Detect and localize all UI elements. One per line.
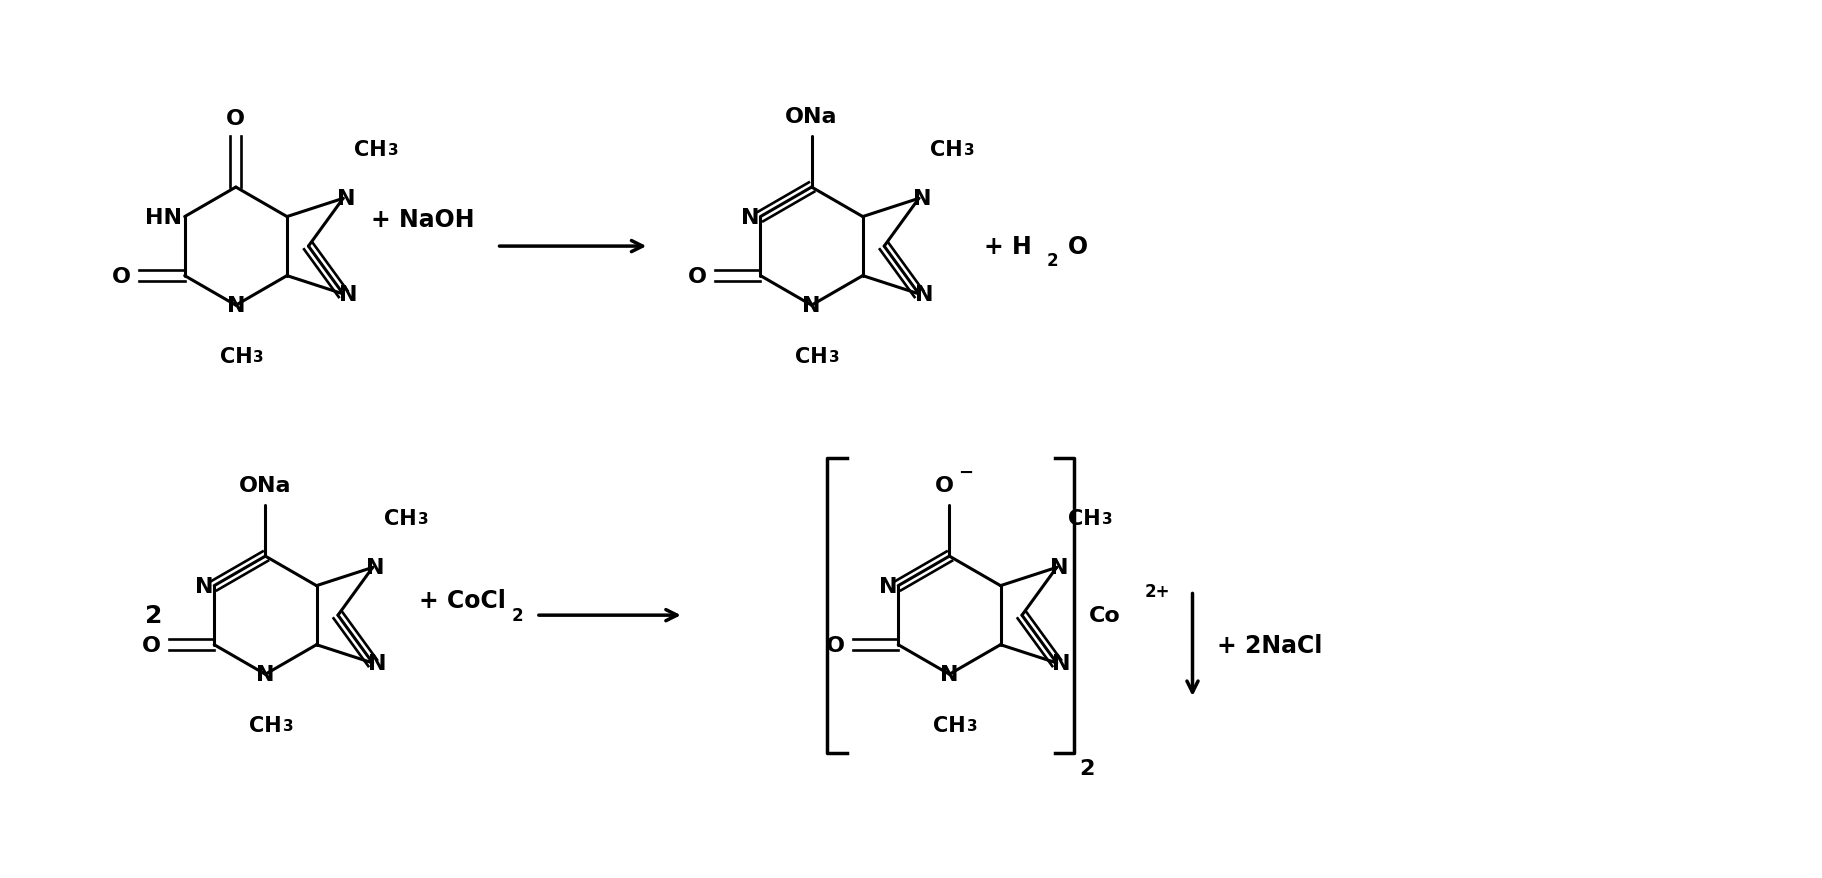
Text: 3: 3	[1102, 511, 1111, 526]
Text: Co: Co	[1090, 606, 1121, 625]
Text: 2: 2	[1048, 252, 1059, 270]
Text: N: N	[802, 296, 822, 316]
Text: CH: CH	[933, 716, 966, 736]
Text: CH: CH	[1068, 508, 1100, 529]
Text: 3: 3	[417, 511, 428, 526]
Text: 2: 2	[512, 607, 523, 624]
Text: N: N	[880, 576, 898, 596]
Text: N: N	[337, 189, 355, 209]
Text: + H: + H	[984, 234, 1031, 259]
Text: 3: 3	[388, 142, 399, 157]
Text: O: O	[142, 635, 160, 655]
Text: −: −	[958, 463, 973, 481]
Text: O: O	[689, 266, 707, 286]
Text: HN: HN	[144, 207, 182, 227]
Text: 2: 2	[1079, 758, 1095, 778]
Text: + CoCl: + CoCl	[419, 589, 507, 613]
Text: N: N	[742, 207, 760, 227]
Text: 3: 3	[282, 718, 293, 733]
Text: 3: 3	[967, 718, 977, 733]
Text: ONa: ONa	[785, 107, 838, 127]
Text: N: N	[368, 653, 386, 673]
Text: CH: CH	[219, 347, 251, 367]
Text: 2+: 2+	[1144, 582, 1170, 600]
Text: CH: CH	[931, 140, 962, 160]
Text: N: N	[940, 665, 958, 685]
Text: 3: 3	[964, 142, 975, 157]
Text: CH: CH	[794, 347, 827, 367]
Text: N: N	[257, 665, 275, 685]
Text: O: O	[1068, 234, 1088, 259]
Text: CH: CH	[355, 140, 386, 160]
Text: O: O	[825, 635, 845, 655]
Text: + NaOH: + NaOH	[372, 207, 474, 231]
Text: 3: 3	[829, 349, 840, 364]
Text: 2: 2	[144, 603, 162, 628]
Text: N: N	[226, 296, 246, 316]
Text: O: O	[935, 476, 955, 496]
Text: N: N	[339, 284, 357, 305]
Text: O: O	[226, 109, 246, 129]
Text: N: N	[915, 284, 933, 305]
Text: + 2NaCl: + 2NaCl	[1217, 633, 1323, 657]
Text: N: N	[1051, 558, 1070, 578]
Text: ONa: ONa	[239, 476, 292, 496]
Text: O: O	[113, 266, 131, 286]
Text: CH: CH	[250, 716, 282, 736]
Text: N: N	[913, 189, 931, 209]
Text: CH: CH	[384, 508, 417, 529]
Text: N: N	[366, 558, 384, 578]
Text: 3: 3	[253, 349, 264, 364]
Text: N: N	[1053, 653, 1071, 673]
Text: N: N	[195, 576, 213, 596]
